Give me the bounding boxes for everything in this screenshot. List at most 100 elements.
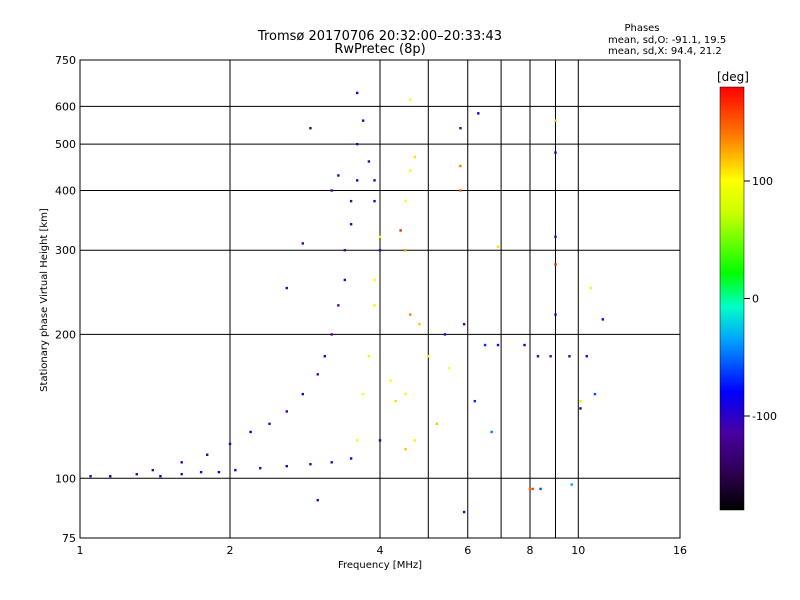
data-point [473,399,477,403]
data-point [459,126,462,130]
data-point [343,278,347,282]
data-point [459,164,462,168]
data-point [404,392,407,396]
data-point [394,399,397,403]
data-point [316,373,319,376]
data-point [477,112,480,115]
data-point [409,98,412,101]
data-point [536,355,540,358]
data-point [427,355,430,358]
chart-title-line2: RwPretec (8p) [334,42,425,57]
colorbar-label: [deg] [717,70,749,84]
data-point [330,333,333,336]
data-points [89,91,605,514]
data-point [109,475,112,478]
data-point [285,410,288,413]
data-point [301,392,305,396]
y-tick-label: 400 [55,184,76,197]
data-point [443,333,447,336]
axis-ticks: 1 2 4 6 8 10 16 75 100 200 300 400 500 600 750 [55,54,687,557]
y-tick-label: 200 [55,328,76,341]
data-point [539,487,542,491]
data-point [349,223,353,226]
data-point [316,498,319,502]
data-point [554,119,557,122]
data-point [554,235,557,239]
data-point [554,263,557,266]
data-point [217,470,221,474]
data-point [459,189,462,192]
data-point [496,245,500,248]
data-point [462,323,466,326]
data-point [234,468,237,472]
data-point [228,442,232,446]
x-tick-label: 4 [377,544,384,557]
data-point [378,249,382,252]
data-point [323,355,327,358]
colorbar-tick-label: 0 [752,293,759,306]
x-tick-label: 8 [527,544,534,557]
chart-title-line1: Tromsø 20170706 20:32:00–20:33:43 [257,29,502,44]
data-point [404,199,407,203]
data-point [378,439,382,442]
data-point [531,487,534,491]
data-point [409,169,412,172]
data-point [355,91,359,95]
data-point [355,439,359,442]
data-point [89,475,92,478]
y-tick-label: 75 [62,532,76,545]
data-point [404,448,407,451]
data-point [549,355,552,358]
data-point [601,318,605,321]
data-point [389,379,392,382]
data-point [435,422,438,426]
x-tick-label: 2 [227,544,234,557]
data-point [205,453,209,456]
y-axis-label: Stationary phase Virtual Height [km] [39,208,50,392]
data-point [367,160,371,163]
data-point [285,464,288,468]
x-axis-label: Frequency [MHz] [338,560,422,571]
data-point [404,249,407,252]
x-tick-label: 16 [673,544,687,557]
data-point [462,510,466,514]
data-point [413,155,417,159]
x-tick-label: 10 [571,544,585,557]
data-point [135,472,138,476]
data-point [330,461,333,464]
data-point [418,323,421,326]
data-point [483,343,487,347]
data-point [159,475,162,478]
data-point [355,179,359,182]
data-point [330,189,333,192]
data-point [151,468,155,472]
data-point [378,235,382,239]
data-point [490,430,493,434]
data-point [349,199,353,203]
colorbar [719,86,745,511]
colorbar-tick-label: -100 [752,410,777,423]
data-point [309,463,312,466]
grid-lines [80,60,680,538]
colorbar-tick-label: 100 [752,175,773,188]
data-point [180,461,183,464]
data-point [554,313,557,316]
x-tick-label: 6 [464,544,471,557]
data-point [337,304,340,307]
data-point [309,126,312,130]
data-point [259,466,262,470]
data-point [199,470,203,474]
data-point [373,304,376,307]
colorbar-ticks: 100 0 -100 [744,175,777,423]
data-point [355,142,359,146]
data-point [409,313,412,316]
data-point [568,355,571,358]
y-tick-label: 600 [55,100,76,113]
data-point [528,487,532,491]
data-point [523,343,526,347]
data-point [349,457,353,460]
data-point [361,392,365,396]
y-tick-label: 300 [55,244,76,257]
data-point [367,355,371,358]
data-point [579,407,582,410]
